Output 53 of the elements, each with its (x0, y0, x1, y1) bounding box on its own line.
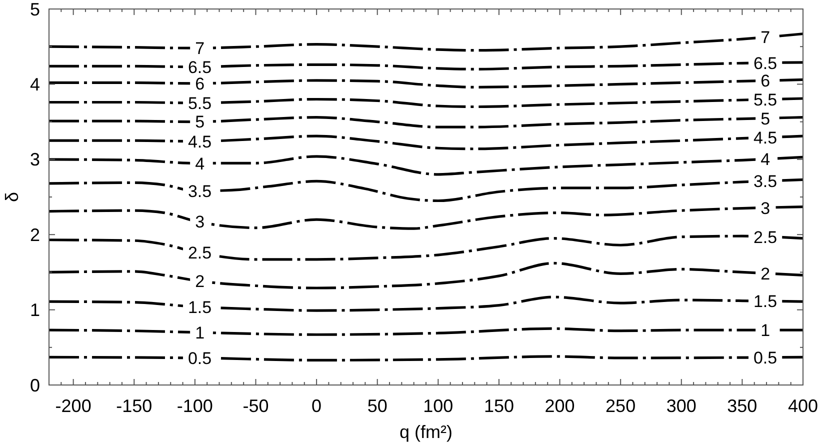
y-tick-label: 2 (30, 224, 40, 245)
y-tick-label: 0 (30, 375, 40, 396)
text: 6 (760, 72, 770, 91)
text: 7 (195, 39, 205, 58)
text: 3.5 (188, 182, 212, 202)
text: 0.5 (753, 348, 778, 368)
x-tick-label: 100 (423, 396, 454, 416)
text: 4.5 (188, 132, 212, 152)
x-tick-label: 0 (312, 396, 322, 416)
x-tick-label: 200 (544, 396, 575, 416)
series-label: 7 (760, 28, 770, 48)
text: 2.5 (753, 228, 778, 248)
series-label: 4.5 (753, 128, 778, 148)
x-axis-title: q (fm²) (400, 422, 452, 442)
y-tick-label: 5 (30, 0, 40, 20)
text: 6.5 (753, 54, 778, 73)
x-tick-label: -200 (55, 396, 92, 416)
text: 1.5 (753, 292, 778, 312)
series-label: 1.5 (188, 298, 212, 318)
x-tick-label: 400 (788, 396, 818, 416)
x-tick-label: 150 (484, 396, 514, 416)
x-tick-label: -150 (116, 396, 152, 416)
x-tick-label: 250 (606, 396, 636, 416)
series-label: 6 (195, 74, 205, 94)
series-label: 6.5 (188, 58, 212, 77)
series-label: 2 (195, 272, 205, 292)
text: 5.5 (188, 94, 212, 113)
series-label: 3 (195, 212, 205, 232)
text: 1 (760, 321, 770, 340)
series-label: 3.5 (753, 172, 778, 192)
x-tick-label: -100 (176, 396, 213, 416)
y-tick-label: 3 (30, 150, 40, 170)
text: 5 (760, 109, 770, 128)
y-tick-label: 1 (30, 300, 40, 320)
line-series (48, 32, 804, 52)
text: 3 (760, 198, 770, 218)
x-tick-label: 300 (666, 396, 696, 416)
line-series (48, 262, 804, 290)
x-tick-label: 50 (367, 396, 388, 416)
text: 2 (760, 264, 770, 284)
series-label: 4 (760, 150, 770, 170)
series-label: 5 (195, 112, 205, 132)
text: 4 (195, 154, 205, 174)
y-axis-title: δ (2, 192, 22, 202)
x-tick-label: 350 (727, 396, 758, 416)
line-series (48, 155, 804, 176)
series-label: 2.5 (188, 244, 212, 263)
series-label: 0.5 (188, 349, 212, 368)
y-tick-label: 4 (30, 74, 40, 94)
line-series (48, 296, 804, 312)
x-tick-label: -50 (242, 396, 269, 416)
series-label: 5.5 (753, 90, 778, 110)
series-label: 1 (195, 324, 205, 343)
